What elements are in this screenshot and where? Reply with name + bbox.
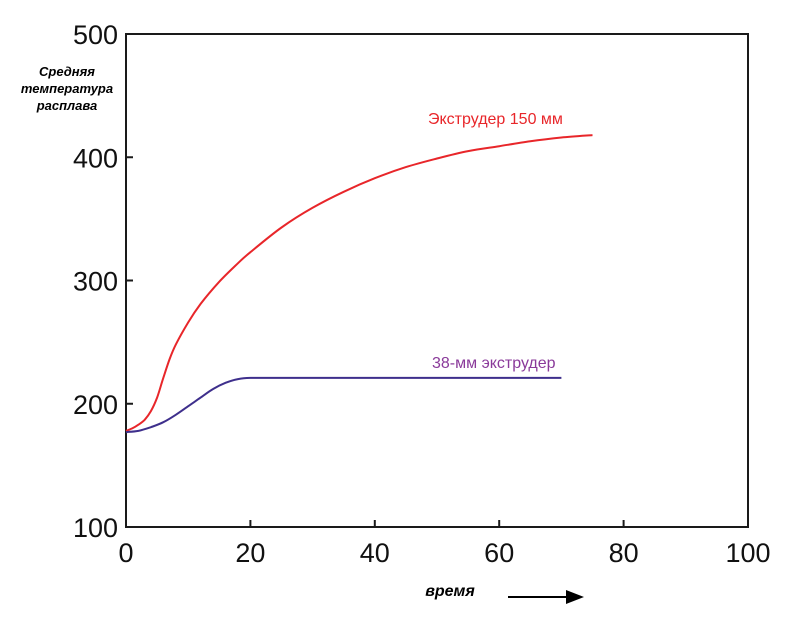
series-label-extruder-38: 38-мм экструдер xyxy=(432,355,556,372)
x-tick-label: 20 xyxy=(235,538,265,568)
x-tick-label: 80 xyxy=(609,538,639,568)
y-tick-label: 200 xyxy=(73,390,118,420)
y-tick-label: 500 xyxy=(73,20,118,50)
series-line-extruder-150 xyxy=(125,134,593,432)
series-label-extruder-150: Экструдер 150 мм xyxy=(428,111,563,128)
y-axis-label-line-2: температура xyxy=(21,81,113,96)
series xyxy=(125,134,593,434)
y-axis-label-line-3: расплава xyxy=(36,98,98,113)
ticks: 0 20 40 60 80 100 100 200 300 400 500 xyxy=(73,20,771,568)
y-tick-label: 300 xyxy=(73,267,118,297)
x-axis-label: время xyxy=(425,583,475,600)
y-tick-label: 400 xyxy=(73,143,118,173)
x-tick-label: 100 xyxy=(725,538,770,568)
arrow-right-icon xyxy=(508,590,584,604)
y-axis-label-line-1: Средняя xyxy=(39,64,95,79)
x-tick-label: 0 xyxy=(118,538,133,568)
series-line-extruder-38 xyxy=(125,376,562,434)
y-tick-label: 100 xyxy=(73,513,118,543)
x-tick-label: 60 xyxy=(484,538,514,568)
x-tick-label: 40 xyxy=(360,538,390,568)
